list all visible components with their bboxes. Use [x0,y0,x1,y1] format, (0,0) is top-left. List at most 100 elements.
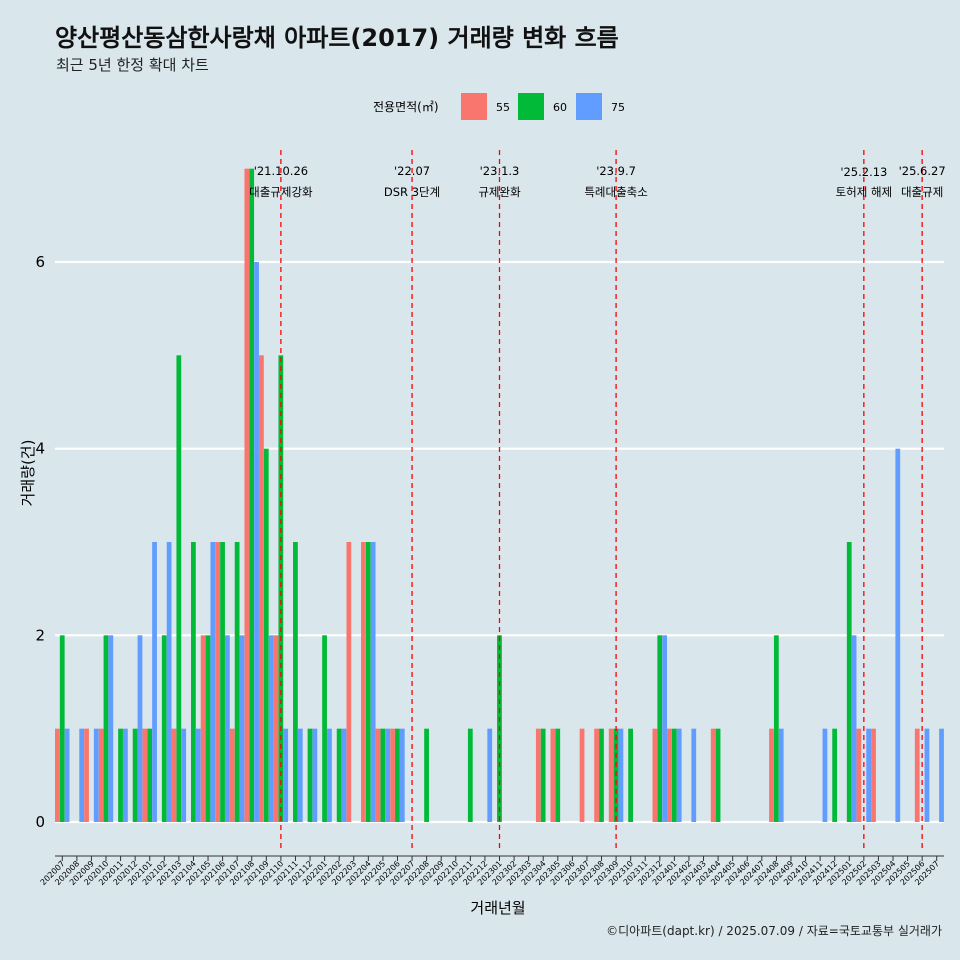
bar-75-202501 [851,635,857,822]
bar-55-202502 [856,728,862,822]
bar-60-202206 [395,728,400,822]
bar-55-202007 [55,728,60,822]
bar-55-202401 [667,728,672,822]
bar-75-202507 [939,728,944,822]
legend-label-75: 75 [611,101,625,114]
bar-60-202408 [773,635,779,822]
y-tick-label: 0 [35,813,45,831]
bar-75-202011 [123,728,128,822]
bar-75-202312 [662,635,667,822]
bar-60-202102 [161,635,167,822]
legend-swatch-60 [518,93,544,120]
event-label: 규제완화 [478,185,521,199]
bar-75-202408 [778,728,784,822]
bar-55-202010 [98,728,104,822]
bar-55-202101 [142,728,148,822]
event-label: 특례대출축소 [584,185,647,199]
bar-60-202308 [599,728,604,822]
y-tick-label: 6 [35,253,45,271]
bar-55-202206 [390,728,395,822]
bar-55-202304 [535,728,541,822]
legend-swatch-55 [461,93,487,120]
bar-60-202202 [336,728,342,822]
bar-75-202201 [327,728,332,822]
bar-55-202107 [229,728,235,822]
bar-55-202408 [769,728,774,822]
bar-75-202104 [195,728,201,822]
bar-55-202309 [608,728,614,822]
bar-60-202104 [191,542,196,822]
bar-75-202502 [866,728,872,822]
event-label: DSR 3단계 [384,185,440,199]
bar-60-202201 [322,635,327,822]
bar-60-202312 [657,635,663,822]
bar-75-202102 [166,542,172,822]
bar-75-202007 [64,728,70,822]
event-date: '25.6.27 [899,164,946,178]
bar-55-202204 [361,542,366,822]
bar-60-202204 [365,542,371,822]
event-date: '23.9.7 [596,164,636,178]
bar-60-202412 [832,728,838,822]
bar-75-202012 [137,635,143,822]
bar-55-202109 [259,355,264,822]
y-axis-title: 거래량(건) [19,440,37,507]
bar-60-202501 [846,542,852,822]
bar-55-202108 [244,168,250,823]
bar-75-202105 [210,542,216,822]
bar-60-202310 [628,728,633,822]
bar-55-202305 [550,728,556,822]
bar-60-202110 [278,355,284,822]
bar-55-202203 [346,542,352,822]
bars [55,168,944,823]
bar-60-202404 [715,728,721,822]
y-tick-label: 2 [35,626,45,644]
bar-75-202103 [181,728,187,822]
bar-60-202101 [147,728,153,822]
bar-75-202112 [312,728,318,822]
bar-55-202106 [215,542,221,822]
bar-60-202111 [293,542,298,822]
bar-55-202205 [375,728,381,822]
bar-60-202205 [380,728,386,822]
bar-75-202401 [676,728,682,822]
bar-75-202101 [152,542,157,822]
event-label: 대출규제 [901,185,943,199]
bar-60-202208 [424,728,429,822]
bar-75-202212 [487,728,493,822]
bar-75-202008 [79,728,85,822]
bar-75-202205 [385,728,391,822]
legend-label-55: 55 [496,101,510,114]
bar-75-202202 [341,728,347,822]
legend-title: 전용면적(㎡) [373,100,439,114]
bar-60-202106 [220,542,225,822]
event-date: '22.07 [394,164,430,178]
bar-75-202107 [239,635,245,822]
event-date: '21.10.26 [254,164,308,178]
caption: ©디아파트(dapt.kr) / 2025.07.09 / 자료=국토교통부 실… [606,924,942,938]
bar-55-202110 [273,635,279,822]
x-axis-title: 거래년월 [470,899,525,917]
legend: 전용면적(㎡) 55 60 75 [373,93,625,120]
bar-60-202007 [59,635,65,822]
bar-55-202312 [652,728,658,822]
bar-75-202411 [822,728,828,822]
bar-55-202506 [914,728,920,822]
bar-75-202204 [370,542,376,822]
bar-60-202011 [118,728,123,822]
y-tick-label: 4 [35,440,45,458]
bar-75-202402 [691,728,697,822]
bar-75-202109 [268,635,274,822]
bar-60-202112 [307,728,313,822]
bar-75-202504 [895,448,901,822]
bar-55-202009 [84,728,89,822]
legend-swatch-75 [576,93,602,120]
bar-60-202211 [467,728,473,822]
bar-60-202010 [103,635,109,822]
bar-60-202108 [249,168,255,823]
bar-75-202110 [283,728,289,822]
bar-75-202506 [924,728,930,822]
bar-75-202111 [297,728,303,822]
chart-title: 양산평산동삼한사랑채 아파트(2017) 거래량 변화 흐름 [55,24,619,52]
